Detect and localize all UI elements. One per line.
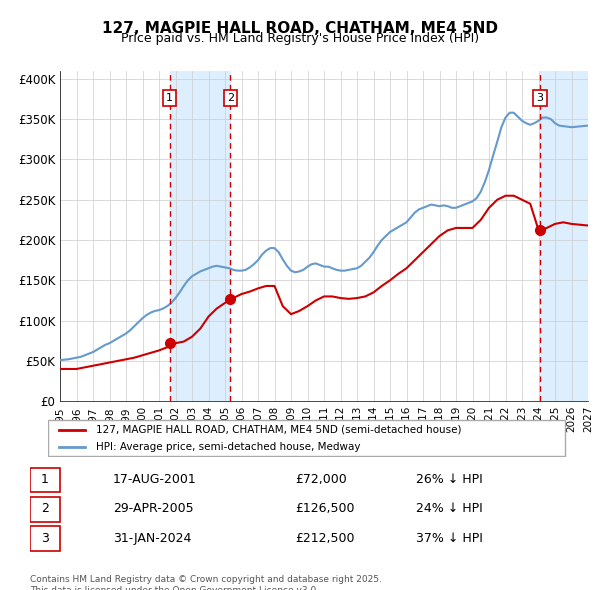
Text: 3: 3 bbox=[41, 532, 49, 545]
Text: 2: 2 bbox=[227, 93, 234, 103]
Text: 2: 2 bbox=[41, 502, 49, 516]
Text: Contains HM Land Registry data © Crown copyright and database right 2025.
This d: Contains HM Land Registry data © Crown c… bbox=[30, 575, 382, 590]
Bar bbox=[540, 71, 588, 401]
Text: £212,500: £212,500 bbox=[295, 532, 355, 545]
FancyBboxPatch shape bbox=[30, 497, 61, 522]
Text: 31-JAN-2024: 31-JAN-2024 bbox=[113, 532, 191, 545]
Text: 17-AUG-2001: 17-AUG-2001 bbox=[113, 473, 197, 486]
Text: 127, MAGPIE HALL ROAD, CHATHAM, ME4 5ND: 127, MAGPIE HALL ROAD, CHATHAM, ME4 5ND bbox=[102, 21, 498, 35]
Text: 37% ↓ HPI: 37% ↓ HPI bbox=[416, 532, 483, 545]
Text: 24% ↓ HPI: 24% ↓ HPI bbox=[416, 502, 483, 516]
Text: 1: 1 bbox=[41, 473, 49, 486]
FancyBboxPatch shape bbox=[30, 526, 61, 551]
Text: 29-APR-2005: 29-APR-2005 bbox=[113, 502, 193, 516]
Text: HPI: Average price, semi-detached house, Medway: HPI: Average price, semi-detached house,… bbox=[95, 441, 360, 451]
Text: Price paid vs. HM Land Registry's House Price Index (HPI): Price paid vs. HM Land Registry's House … bbox=[121, 32, 479, 45]
Text: 3: 3 bbox=[536, 93, 544, 103]
Text: £72,000: £72,000 bbox=[295, 473, 347, 486]
Text: 26% ↓ HPI: 26% ↓ HPI bbox=[416, 473, 483, 486]
Bar bbox=[170, 71, 230, 401]
FancyBboxPatch shape bbox=[30, 468, 61, 493]
Text: £126,500: £126,500 bbox=[295, 502, 355, 516]
Text: 127, MAGPIE HALL ROAD, CHATHAM, ME4 5ND (semi-detached house): 127, MAGPIE HALL ROAD, CHATHAM, ME4 5ND … bbox=[95, 425, 461, 435]
Text: 1: 1 bbox=[166, 93, 173, 103]
FancyBboxPatch shape bbox=[48, 419, 565, 457]
